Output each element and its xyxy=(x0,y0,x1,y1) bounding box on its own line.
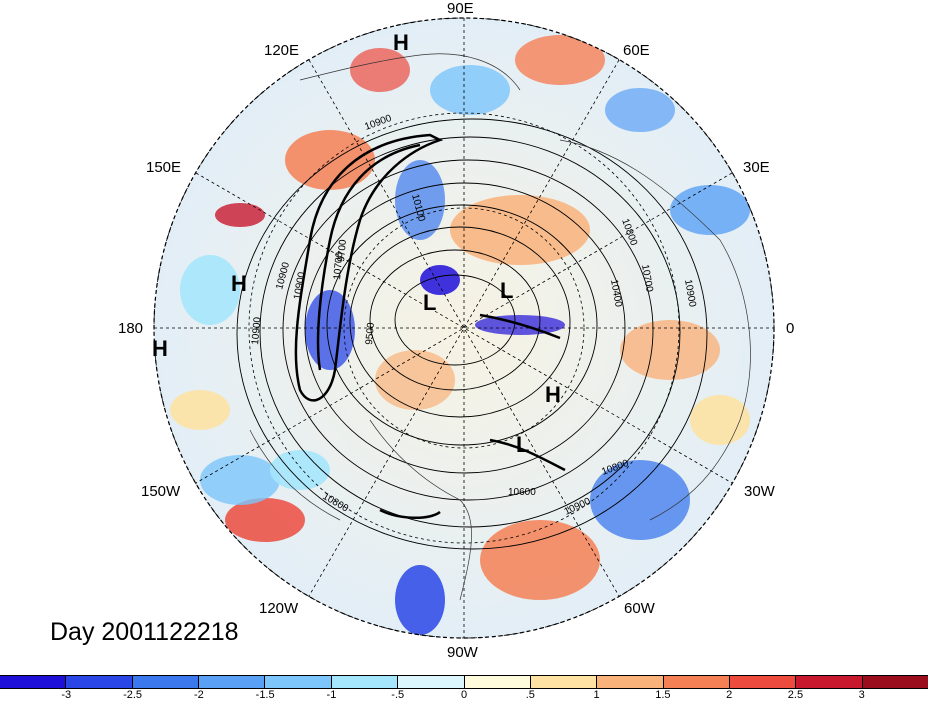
colorbar-segment xyxy=(331,676,399,688)
date-title: Day 2001122218 xyxy=(50,618,239,646)
colorbar-tick-label: 2.5 xyxy=(787,689,804,701)
lon-label-120e: 120E xyxy=(264,42,300,59)
lon-label-0: 0 xyxy=(786,320,795,337)
colorbar-segment xyxy=(862,676,928,688)
colorbar-segment xyxy=(66,676,133,688)
lon-label-180: 180 xyxy=(118,320,144,337)
low-center: L xyxy=(500,278,513,303)
lon-label-90e: 90E xyxy=(447,0,474,17)
high-center: H xyxy=(231,271,247,296)
svg-text:10600: 10600 xyxy=(508,487,536,498)
colorbar xyxy=(0,675,928,689)
low-center: L xyxy=(516,432,529,457)
lon-label-150e: 150E xyxy=(146,159,182,176)
colorbar-segment xyxy=(132,676,200,688)
high-center: H xyxy=(545,382,561,407)
colorbar-segment xyxy=(0,676,67,688)
colorbar-segment xyxy=(398,676,465,688)
svg-text:10900: 10900 xyxy=(682,279,698,309)
lon-label-120w: 120W xyxy=(259,600,299,617)
colorbar-tick-label: -1 xyxy=(326,689,337,701)
coastlines xyxy=(249,53,751,601)
colorbar-segment xyxy=(464,676,531,688)
svg-text:10400: 10400 xyxy=(608,279,624,309)
high-center: H xyxy=(152,336,168,361)
colorbar-segment xyxy=(663,676,730,688)
colorbar-segment xyxy=(597,676,664,688)
lon-label-90w: 90W xyxy=(447,644,478,661)
colorbar-tick-label: -2 xyxy=(193,689,204,701)
colorbar-tick-label: 1 xyxy=(593,689,600,701)
colorbar-tick-label: 3 xyxy=(858,689,865,701)
lon-label-30e: 30E xyxy=(743,159,770,176)
polar-map: 10900 10900 9500 10900 10800 10600 10900… xyxy=(152,17,775,639)
colorbar-tick-label: -2.5 xyxy=(123,689,143,701)
svg-text:10900: 10900 xyxy=(292,271,308,301)
pressure-centers: H H H H L L L xyxy=(152,30,561,457)
colorbar-segment xyxy=(530,676,598,688)
colorbar-tick-label: -.5 xyxy=(391,689,405,701)
colorbar-segment xyxy=(796,676,863,688)
colorbar-tick-label: -1.5 xyxy=(255,689,275,701)
lon-label-150w: 150W xyxy=(141,483,181,500)
colorbar-tick-label: 1.5 xyxy=(655,689,671,701)
colorbar-segment xyxy=(199,676,266,688)
lon-label-60e: 60E xyxy=(623,42,650,59)
lon-label-30w: 30W xyxy=(744,483,775,500)
low-center: L xyxy=(423,290,436,315)
high-center: H xyxy=(393,30,409,55)
colorbar-segment xyxy=(729,676,797,688)
jet-contours xyxy=(294,133,566,520)
svg-text:10900: 10900 xyxy=(250,316,263,345)
anomaly-field xyxy=(154,18,774,638)
svg-text:9500: 9500 xyxy=(364,322,377,346)
colorbar-tick-label: 2 xyxy=(726,689,733,701)
colorbar-tick-label: 0 xyxy=(460,689,468,701)
colorbar-tick-label: -3 xyxy=(61,689,72,701)
svg-text:9700: 9700 xyxy=(336,239,349,263)
svg-text:10700: 10700 xyxy=(639,264,655,294)
lon-label-60w: 60W xyxy=(624,600,655,617)
svg-text:10700: 10700 xyxy=(332,251,345,280)
colorbar-segment xyxy=(265,676,332,688)
colorbar-tick-label: .5 xyxy=(525,689,535,701)
